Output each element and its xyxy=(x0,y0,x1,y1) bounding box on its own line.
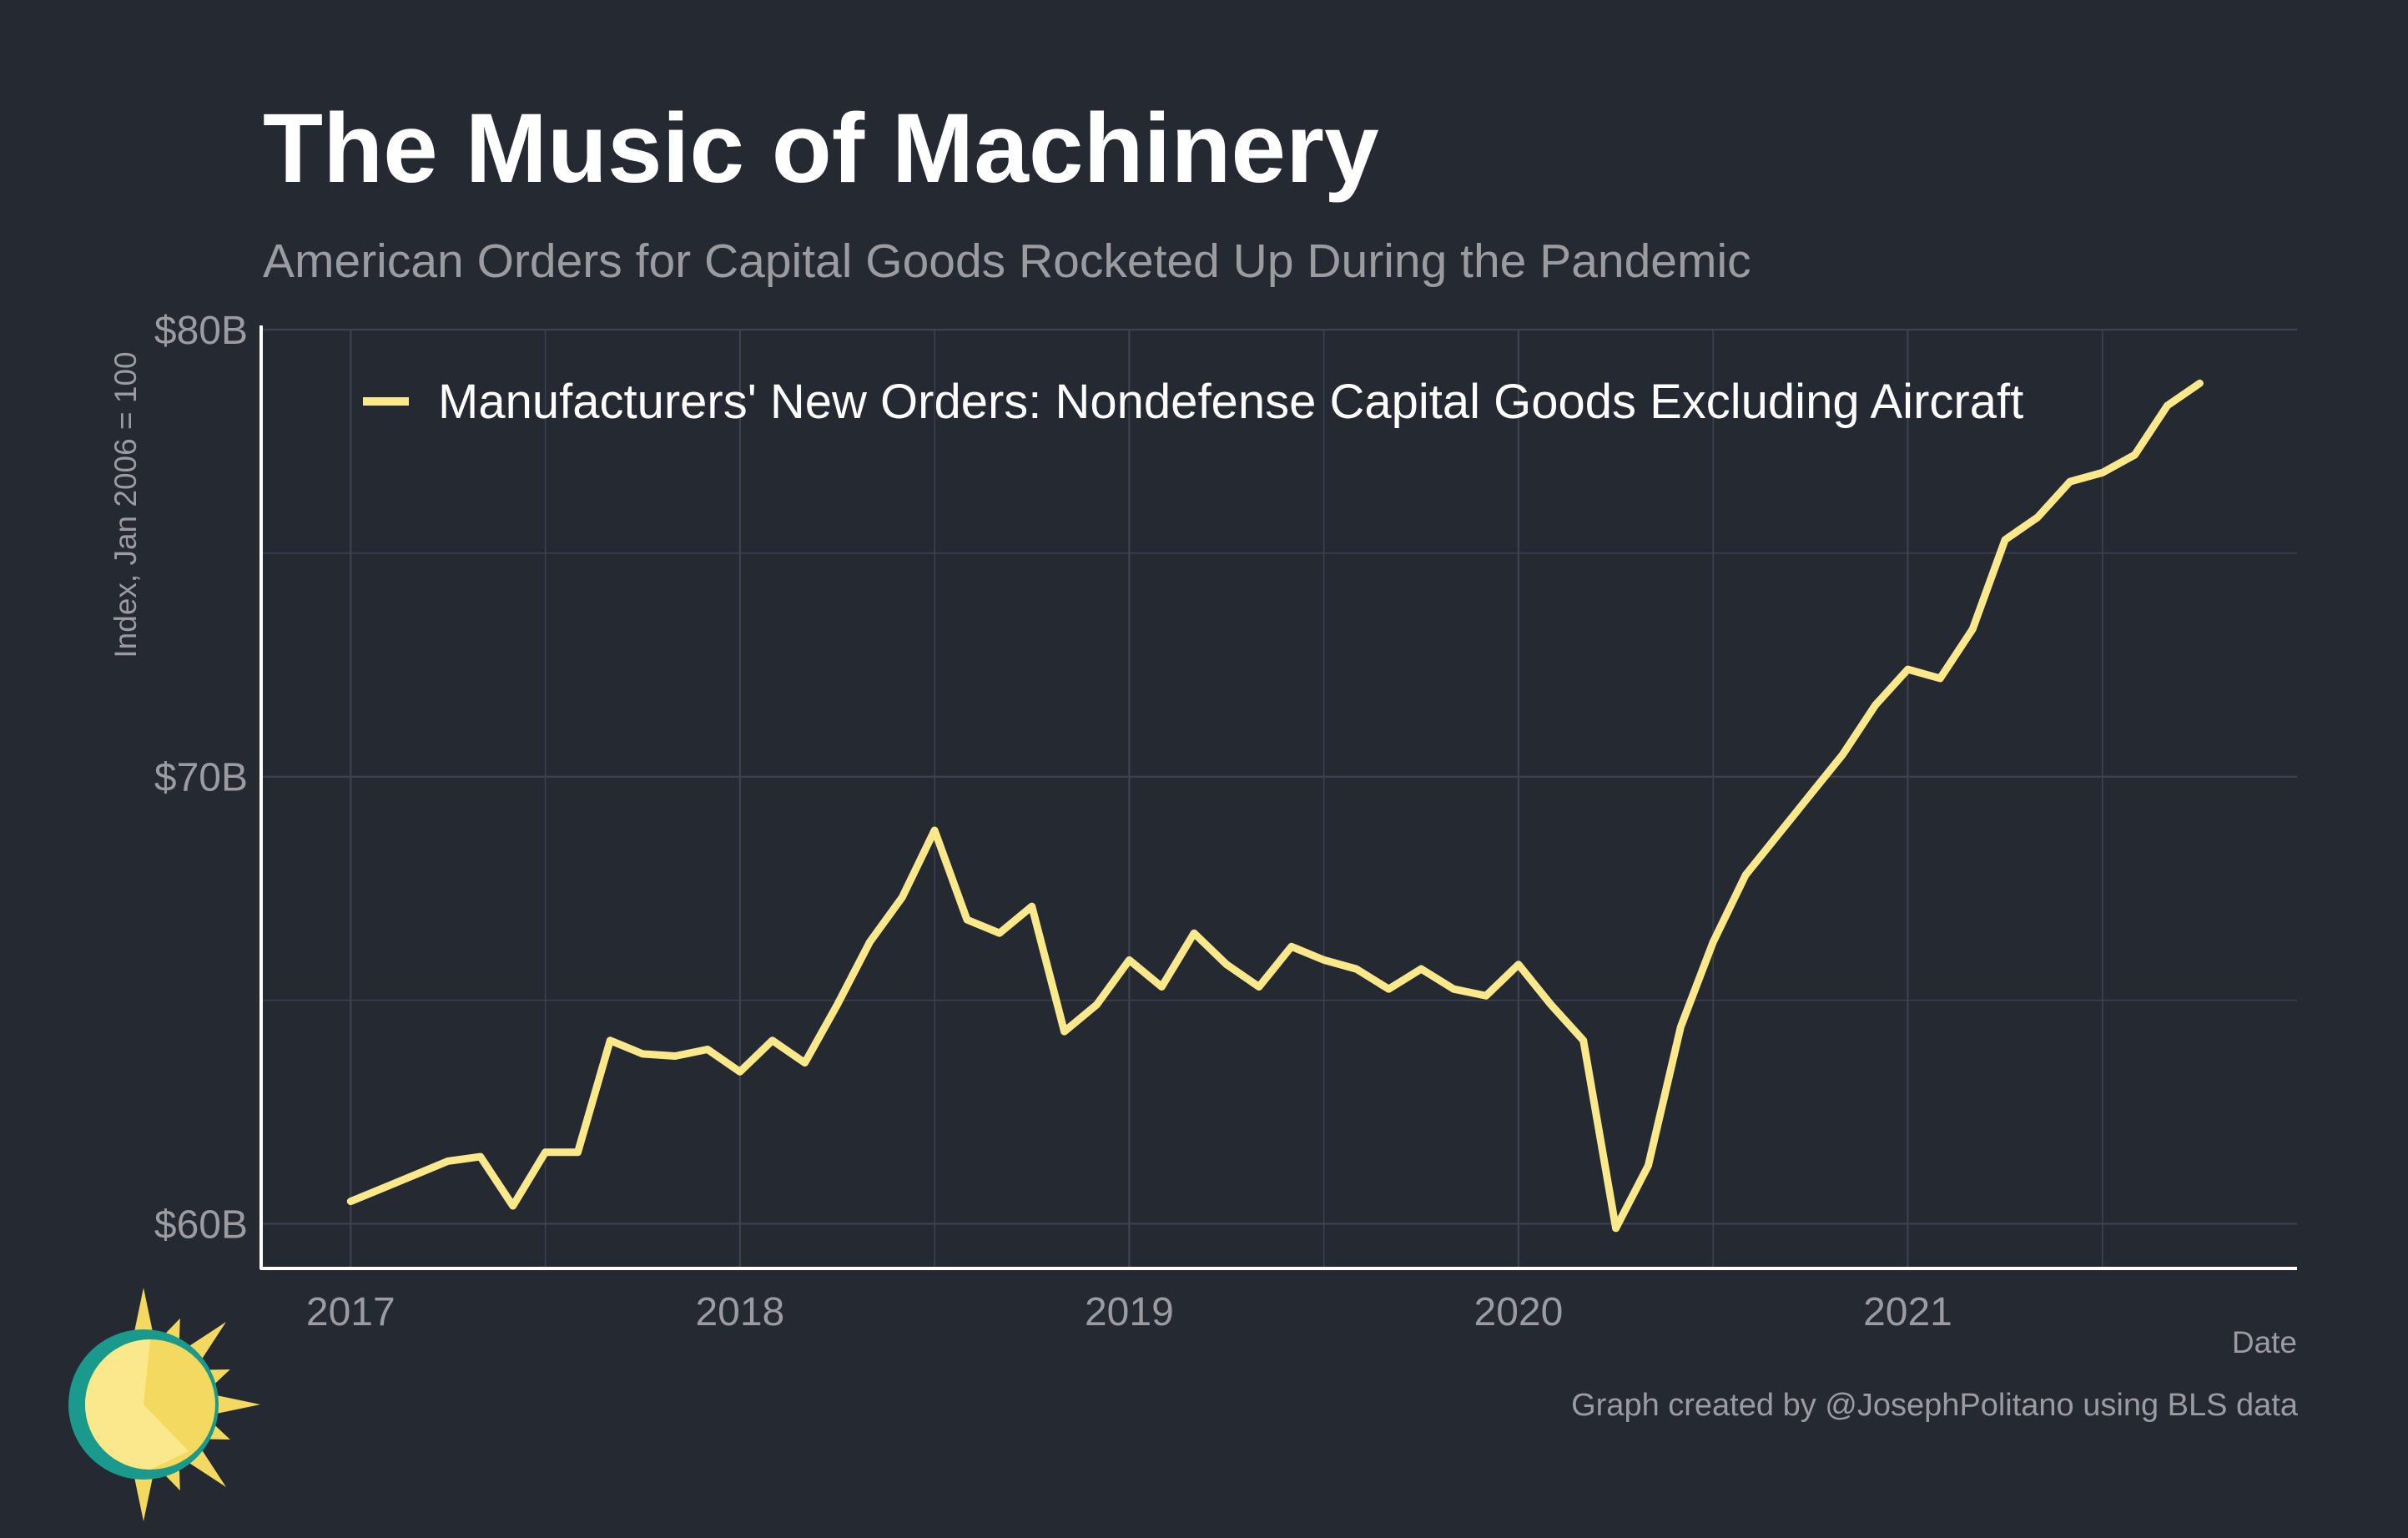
y-tick-label: $60B xyxy=(154,1203,248,1247)
y-tick-label: $80B xyxy=(154,309,248,353)
series-layer xyxy=(346,379,2204,1233)
x-tick-label: 2021 xyxy=(1863,1290,1952,1334)
grid-lines xyxy=(261,328,2297,1268)
x-axis-label: Date xyxy=(2232,1325,2297,1359)
source-credit: Graph created by @JosephPolitano using B… xyxy=(1571,1388,2298,1423)
y-axis-label: Index, Jan 2006 = 100 xyxy=(108,351,143,658)
tick-labels: $60B $70B $80B 2017 2018 2019 2020 2021 xyxy=(154,309,1952,1334)
x-tick-label: 2019 xyxy=(1085,1290,1174,1334)
series-line-0 xyxy=(346,379,2204,1233)
x-tick-label: 2018 xyxy=(695,1290,784,1334)
axes xyxy=(259,325,2297,1270)
sun-logo-icon xyxy=(68,1288,260,1521)
y-tick-label: $70B xyxy=(154,756,248,800)
sun-ray xyxy=(133,1288,154,1339)
chart-title: The Music of Machinery xyxy=(263,93,1379,204)
chart-subtitle: American Orders for Capital Goods Rocket… xyxy=(263,234,1751,288)
legend-label: Manufacturers' New Orders: Nondefense Ca… xyxy=(438,375,2023,429)
sun-ray xyxy=(133,1470,154,1521)
x-tick-label: 2017 xyxy=(306,1290,395,1334)
sun-ray xyxy=(209,1394,260,1415)
x-tick-label: 2020 xyxy=(1474,1290,1564,1334)
legend: Manufacturers' New Orders: Nondefense Ca… xyxy=(363,375,2023,429)
